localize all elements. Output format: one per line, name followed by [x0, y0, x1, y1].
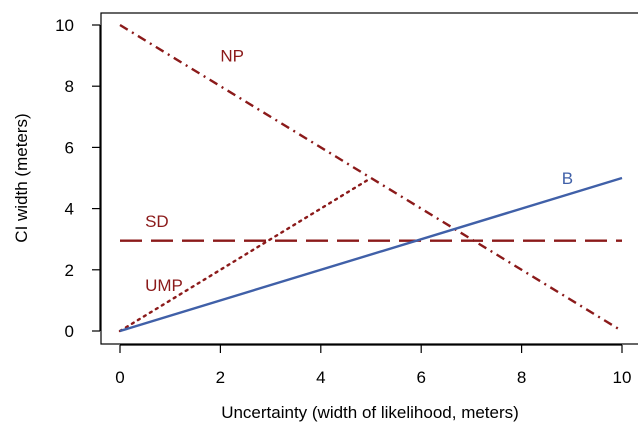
y-tick-label: 0: [65, 322, 74, 341]
x-axis-label: Uncertainty (width of likelihood, meters…: [221, 403, 519, 422]
y-tick-label: 6: [65, 138, 74, 157]
y-tick-label: 2: [65, 261, 74, 280]
x-tick-label: 8: [517, 368, 526, 387]
series-line-b: [119, 176, 623, 333]
x-tick-label: 6: [416, 368, 425, 387]
axes: 0 2 4 6 8 10 0 2 4 6 8 10: [55, 12, 638, 387]
y-tick-label: 8: [65, 77, 74, 96]
plot-frame: [100, 12, 638, 345]
y-tick-label: 4: [65, 200, 74, 219]
y-tick-label: 10: [55, 16, 74, 35]
x-tick-label: 10: [613, 368, 632, 387]
plot-marks: NP SD UMP B: [118, 23, 623, 333]
series-label-b: B: [562, 169, 573, 188]
series-label-sd: SD: [145, 212, 169, 231]
series-label-np: NP: [220, 47, 244, 66]
series-line-np: [119, 23, 623, 333]
series-line-ump: [118, 176, 373, 333]
x-tick-label: 0: [115, 368, 124, 387]
series-label-ump: UMP: [145, 276, 183, 295]
x-tick-label: 4: [316, 368, 325, 387]
x-tick-label: 2: [216, 368, 225, 387]
y-axis-label: CI width (meters): [12, 113, 31, 242]
